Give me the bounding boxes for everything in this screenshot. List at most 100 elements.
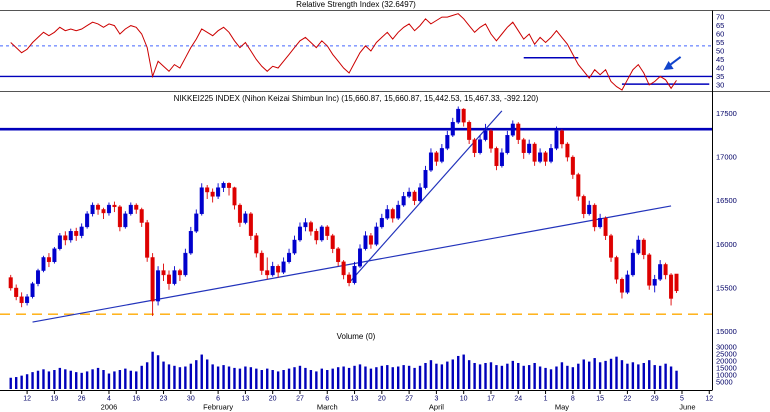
volume-bar [538,366,542,389]
candle-body [139,209,144,223]
candle-body [25,296,30,304]
candle-body [319,226,324,241]
volume-bar [200,354,203,389]
volume-bar [25,374,29,389]
candle-body [565,143,570,158]
candle-body [428,152,433,171]
candle-body [598,217,603,228]
candle-body [641,239,646,256]
volume-bar [58,367,62,389]
candle-body [292,239,297,254]
volume-bar [604,360,607,389]
x-tick-label: 20 [378,396,386,403]
price-ytick-label: 17000 [716,153,737,162]
volume-ytick-label: 20000 [716,356,737,365]
candle-body [559,130,564,145]
candle-body [374,226,379,245]
volume-bar [9,377,12,389]
candle-body [368,235,373,245]
candle-body [336,248,341,263]
candle-body [554,130,559,149]
volume-bar [484,362,487,389]
candle-body [581,196,586,215]
candle-body [663,264,668,276]
month-label: May [555,403,569,412]
candle-body [248,213,253,236]
rsi-ytick-label: 60 [716,30,724,39]
candle-body [385,209,390,219]
rsi-ytick-label: 70 [716,13,724,22]
volume-bar [309,370,313,389]
price-ytick-label: 17500 [716,109,737,118]
volume-bar [571,367,575,389]
volume-bar [255,368,258,389]
price-ytick-label: 16500 [716,196,737,205]
volume-bar [560,362,564,389]
volume-bar [446,361,449,389]
month-label: February [203,403,233,412]
x-tick-label: 6 [216,396,220,403]
volume-bar [64,369,67,389]
price-ytick-label: 15500 [716,284,737,293]
x-tick-label: 8 [571,396,575,403]
volume-bar [91,369,94,389]
price-ytick-label: 15000 [716,327,737,336]
candle-body [418,187,423,201]
candle-body [63,235,68,241]
month-label: March [317,403,338,412]
candle-body [521,139,526,153]
volume-bar [588,361,591,389]
volume-bar [249,367,253,389]
candle-body [68,231,73,241]
volume-bar [80,372,83,389]
candle-body [57,235,62,249]
volume-bar [102,370,105,389]
candle-body [614,257,619,280]
x-tick-label: 24 [514,396,522,403]
candle-body [461,108,466,123]
volume-bar [298,365,302,389]
candle-body [674,273,679,292]
volume-bar [451,359,454,389]
x-tick-label: 3 [434,396,438,403]
volume-bar [642,362,645,389]
volume-bar [162,361,165,389]
candle-body [347,274,352,283]
volume-bar [36,370,40,389]
candle-body [199,187,204,215]
candle-body [625,274,630,293]
volume-bar [653,365,656,389]
rsi-ytick-label: 50 [716,47,724,56]
volume-bar [402,365,405,389]
volume-bar [566,365,569,389]
volume-bar [517,362,520,389]
volume-bar [533,362,536,389]
volume-bar [205,359,209,389]
candle-body [658,264,663,280]
volume-bar [424,362,427,389]
candle-body [265,270,270,276]
candle-body [210,191,215,197]
candle-body [216,187,221,197]
candle-body [669,274,674,299]
candle-body [85,213,90,228]
candle-body [74,231,79,236]
volume-bar [276,371,280,389]
candle-body [494,148,499,167]
candle-body [499,152,504,167]
candle-body [434,152,439,162]
candle-body [308,222,313,232]
candle-body [527,143,532,153]
candle-body [516,123,521,140]
candle-body [619,279,624,293]
volume-bar [320,368,323,389]
trendline [32,205,672,323]
x-tick-label: 13 [351,396,359,403]
volume-bar [326,370,329,389]
candle-body [439,148,444,162]
candle-body [647,254,652,286]
volume-bar [555,366,558,389]
candle-body [510,123,515,136]
candle-body [303,222,308,228]
